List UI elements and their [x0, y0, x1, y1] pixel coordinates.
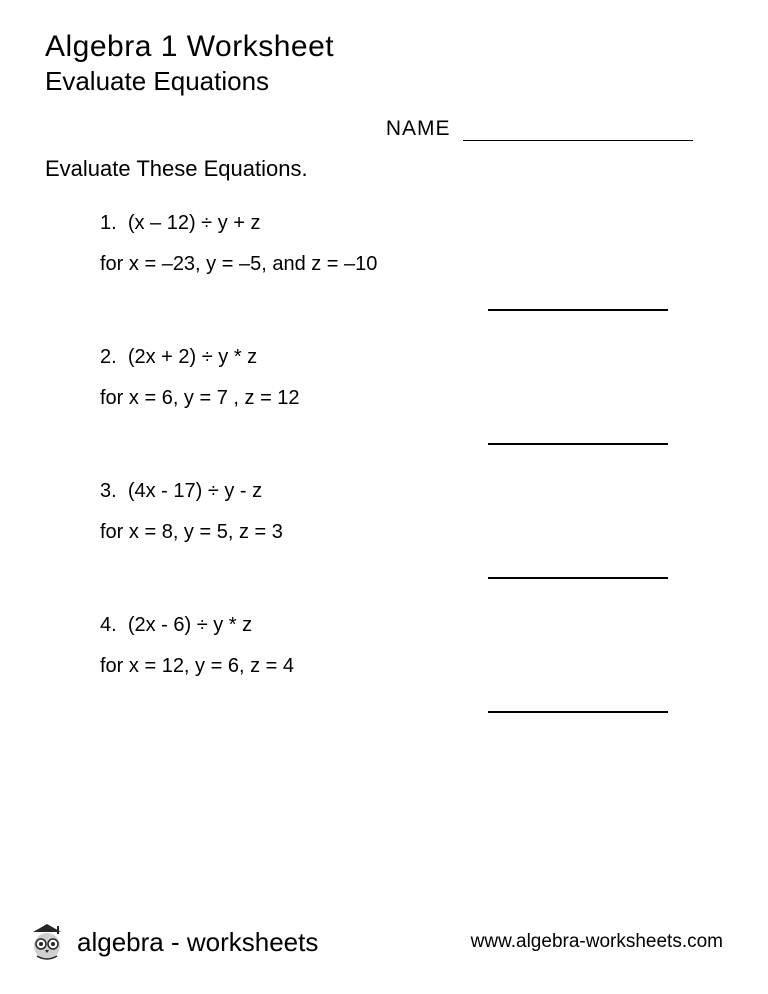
problem-4: 4. (2x - 6) ÷ y * z for x = 12, y = 6, z…	[100, 614, 723, 718]
problem-values: for x = 12, y = 6, z = 4	[100, 655, 723, 678]
problem-number: 3.	[100, 480, 117, 502]
worksheet-subtitle: Evaluate Equations	[45, 66, 723, 97]
name-input-line[interactable]	[463, 140, 693, 141]
answer-row	[100, 566, 723, 584]
name-field-row: NAME	[45, 117, 723, 141]
equation-text: (2x - 6) ÷ y * z	[128, 614, 252, 636]
name-label: NAME	[386, 117, 451, 140]
footer-url: www.algebra-worksheets.com	[471, 931, 723, 953]
instruction-text: Evaluate These Equations.	[45, 156, 723, 182]
problem-values: for x = 6, y = 7 , z = 12	[100, 387, 723, 410]
problem-equation: 3. (4x - 17) ÷ y - z	[100, 480, 723, 503]
footer: algebra - worksheets www.algebra-workshe…	[25, 920, 723, 964]
problem-2: 2. (2x + 2) ÷ y * z for x = 6, y = 7 , z…	[100, 346, 723, 450]
answer-input-line[interactable]	[488, 711, 668, 713]
problem-number: 4.	[100, 614, 117, 636]
problem-values: for x = 8, y = 5, z = 3	[100, 521, 723, 544]
footer-brand-text: algebra - worksheets	[77, 927, 318, 958]
footer-brand-section: algebra - worksheets	[25, 920, 318, 964]
owl-logo-icon	[25, 920, 69, 964]
answer-input-line[interactable]	[488, 443, 668, 445]
answer-input-line[interactable]	[488, 309, 668, 311]
answer-input-line[interactable]	[488, 577, 668, 579]
answer-row	[100, 432, 723, 450]
equation-text: (4x - 17) ÷ y - z	[128, 480, 262, 502]
answer-row	[100, 298, 723, 316]
equation-text: (2x + 2) ÷ y * z	[128, 346, 257, 368]
answer-row	[100, 700, 723, 718]
problem-1: 1. (x – 12) ÷ y + z for x = –23, y = –5,…	[100, 212, 723, 316]
problem-equation: 2. (2x + 2) ÷ y * z	[100, 346, 723, 369]
problem-3: 3. (4x - 17) ÷ y - z for x = 8, y = 5, z…	[100, 480, 723, 584]
worksheet-title: Algebra 1 Worksheet	[45, 30, 723, 64]
equation-text: (x – 12) ÷ y + z	[128, 212, 261, 234]
problems-list: 1. (x – 12) ÷ y + z for x = –23, y = –5,…	[45, 212, 723, 718]
problem-number: 1.	[100, 212, 117, 234]
problem-equation: 1. (x – 12) ÷ y + z	[100, 212, 723, 235]
problem-equation: 4. (2x - 6) ÷ y * z	[100, 614, 723, 637]
problem-values: for x = –23, y = –5, and z = –10	[100, 253, 723, 276]
problem-number: 2.	[100, 346, 117, 368]
